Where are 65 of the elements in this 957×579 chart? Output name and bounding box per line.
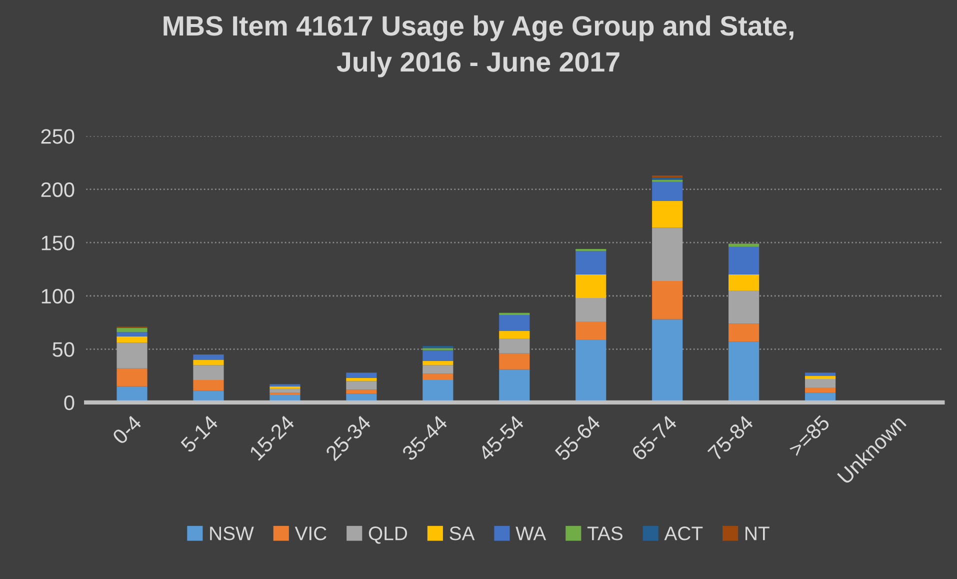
bar <box>576 248 606 252</box>
bar <box>346 381 377 390</box>
bar <box>116 328 148 332</box>
bar <box>193 365 224 380</box>
bar <box>270 388 300 393</box>
chart-title: MBS Item 41617 Usage by Age Group and State, July 2016 - June 2017 <box>164 15 794 78</box>
bar <box>652 228 683 281</box>
legend-label: TAS <box>587 526 622 540</box>
bar <box>804 378 836 388</box>
bar <box>804 387 836 393</box>
bar <box>804 372 836 376</box>
legend-label: QLD <box>368 526 408 544</box>
bar <box>116 336 148 343</box>
bar <box>652 182 683 202</box>
y-tick-label: 50 <box>52 342 74 357</box>
bar <box>422 346 454 348</box>
bar <box>499 315 530 332</box>
y-tick-label: 250 <box>41 129 74 144</box>
y-tick-label: 150 <box>42 236 74 250</box>
bar <box>116 342 148 368</box>
y-tick-label: 200 <box>41 182 74 198</box>
bar <box>728 290 760 324</box>
legend-label: SA <box>450 526 475 540</box>
bar <box>422 380 454 402</box>
bar <box>422 374 454 380</box>
bar <box>728 274 760 291</box>
bar <box>499 338 530 354</box>
bar <box>728 342 760 402</box>
legend-label: WA <box>516 526 546 540</box>
y-tick-label: 100 <box>42 288 74 304</box>
bar <box>652 319 683 402</box>
bar <box>804 376 836 379</box>
bar <box>422 360 454 366</box>
legend-label: VIC <box>294 526 326 540</box>
bar <box>652 201 683 228</box>
bar <box>346 372 377 378</box>
bar <box>576 298 606 322</box>
bar <box>193 360 224 366</box>
bar <box>116 332 148 336</box>
bar <box>193 380 224 391</box>
bar <box>576 251 606 275</box>
bar <box>652 175 683 178</box>
bar <box>728 324 760 342</box>
bar <box>576 321 606 340</box>
bar <box>270 386 300 389</box>
bar <box>193 354 224 360</box>
bar <box>499 312 530 316</box>
legend-label: ACT <box>664 526 703 540</box>
bar <box>728 246 760 275</box>
bar <box>422 365 454 374</box>
legend-label: NSW <box>210 526 254 540</box>
bar <box>346 378 377 382</box>
bar <box>576 340 606 402</box>
bar <box>422 350 454 361</box>
bar <box>576 274 606 298</box>
bar <box>116 368 148 386</box>
bar <box>728 244 760 247</box>
x-tick-label: 0-4 <box>112 414 142 446</box>
bar <box>499 369 530 402</box>
legend-label: NT <box>746 526 770 540</box>
bar <box>652 280 683 320</box>
y-tick-label: 0 <box>64 395 74 410</box>
bar <box>346 390 377 394</box>
bar <box>499 331 530 338</box>
bar <box>499 353 530 370</box>
